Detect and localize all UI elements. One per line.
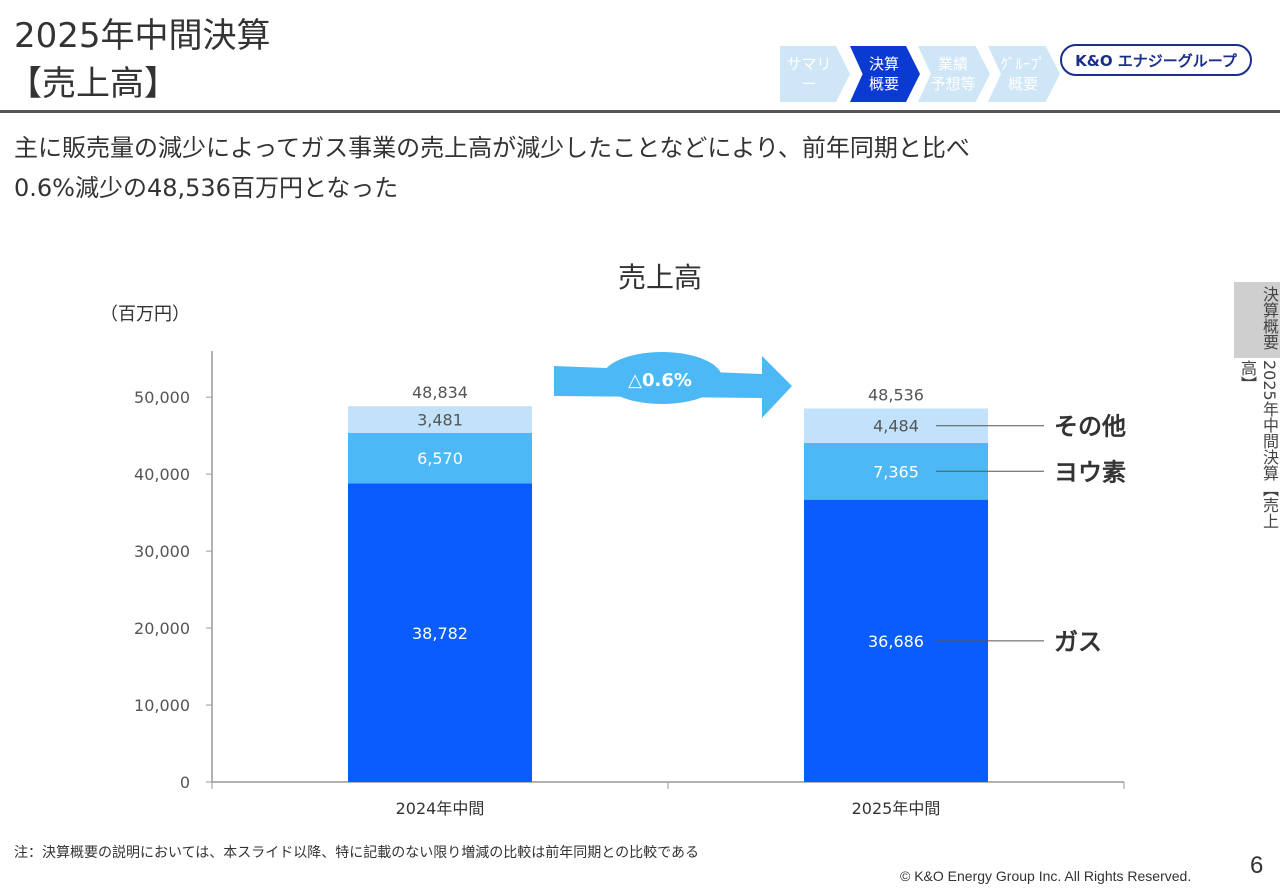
sales-chart: 売上高 （百万円） 0 10,000 20,000 30,000 40,000 50,00… bbox=[100, 261, 1126, 818]
footnote: 注：決算概要の説明においては、本スライド以降、特に記載のない限り増減の比較は前年… bbox=[14, 845, 700, 861]
nav-step-group[interactable]: ｸﾞﾙｰﾌﾟ 概要 bbox=[988, 46, 1060, 102]
bar-segment bbox=[348, 406, 532, 433]
summary-text: 主に販売量の減少によってガス事業の売上高が減少したことなどにより、前年同期と比べ… bbox=[14, 134, 970, 202]
y-tick-label: 10,000 bbox=[134, 696, 190, 715]
total-label: 48,536 bbox=[868, 385, 924, 404]
chart-title: 売上高 bbox=[618, 261, 702, 294]
nav-step-results-label: 決算 概要 bbox=[868, 55, 899, 93]
nav-step-forecast-label: 業績 予想等 bbox=[930, 55, 976, 93]
nav-step-summary[interactable]: サマリー bbox=[780, 46, 850, 102]
side-section-tab[interactable] bbox=[1234, 282, 1280, 358]
data-label: 4,484 bbox=[873, 417, 919, 436]
y-unit-label: （百万円） bbox=[100, 304, 190, 325]
bar-segment bbox=[348, 483, 532, 782]
logo-text: K&O エナジーグループ bbox=[1075, 51, 1237, 70]
data-label: 3,481 bbox=[417, 411, 463, 430]
page-subtitle-bracket: 【売上高】 bbox=[8, 64, 178, 104]
y-tick-label: 30,000 bbox=[134, 542, 190, 561]
y-tick-label: 0 bbox=[180, 773, 190, 792]
nav-step-summary-label: サマリー bbox=[786, 55, 832, 93]
nav-step-forecast[interactable]: 業績 予想等 bbox=[918, 46, 990, 102]
y-tick-label: 40,000 bbox=[134, 465, 190, 484]
company-logo: K&O エナジーグループ bbox=[1060, 44, 1252, 76]
total-label: 48,834 bbox=[412, 383, 468, 402]
page-number: 6 bbox=[1250, 852, 1264, 879]
side-section-tab-label: 決算概要 bbox=[1260, 286, 1279, 350]
change-arrow-bubble bbox=[602, 352, 722, 404]
legend-label: その他 bbox=[1054, 413, 1126, 441]
x-tick-label: 2025年中間 bbox=[852, 799, 941, 818]
title-divider bbox=[0, 110, 1280, 113]
page-title: 2025年中間決算 bbox=[14, 16, 271, 56]
legend-label: ガス bbox=[1054, 628, 1102, 656]
data-label: 7,365 bbox=[873, 462, 919, 481]
bar-segment bbox=[348, 432, 532, 484]
y-tick-label: 20,000 bbox=[134, 619, 190, 638]
data-label: 38,782 bbox=[412, 624, 468, 643]
x-tick-label: 2024年中間 bbox=[396, 799, 485, 818]
copyright: © K&O Energy Group Inc. All Rights Reser… bbox=[900, 868, 1192, 884]
data-label: 36,686 bbox=[868, 632, 924, 651]
nav-step-group-label: ｸﾞﾙｰﾌﾟ 概要 bbox=[1000, 55, 1046, 93]
y-tick-label: 50,000 bbox=[134, 388, 190, 407]
change-percentage-label: △0.6% bbox=[628, 370, 692, 391]
legend-label: ヨウ素 bbox=[1054, 458, 1126, 486]
data-label: 6,570 bbox=[417, 449, 463, 468]
nav-step-results[interactable]: 決算 概要 bbox=[850, 46, 920, 102]
side-running-title: 2025年中間決算【売上高】 bbox=[1238, 360, 1279, 529]
